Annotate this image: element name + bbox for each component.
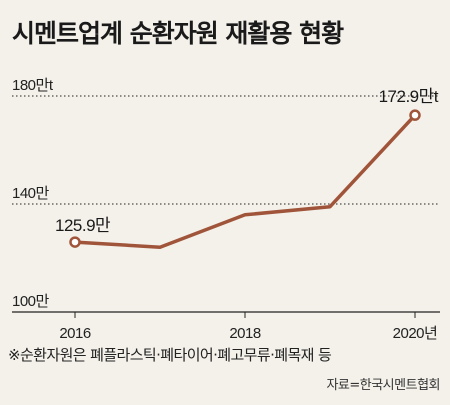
label-layer: 125.9만 172.9만t <box>55 87 439 235</box>
source-credit: 자료=한국시멘트협회 <box>326 378 440 393</box>
tick-layer: 180만t 140만 100만 2016 2018 2020년 <box>12 77 438 342</box>
series-layer <box>69 109 421 249</box>
series-line <box>73 113 417 249</box>
y-tick-label: 180만t <box>12 77 54 94</box>
x-tick-label: 2018 <box>229 325 261 342</box>
footnote: ※순환자원은 폐플라스틱·폐타이어·폐고무류·폐목재 등 <box>8 346 332 364</box>
data-point-marker <box>409 109 421 121</box>
y-tick-label: 100만 <box>12 293 50 310</box>
data-label: 172.9만t <box>379 87 439 106</box>
y-tick-label: 140만 <box>12 185 50 202</box>
grid-layer <box>12 95 440 313</box>
data-label: 125.9만 <box>55 216 111 235</box>
chart-title: 시멘트업계 순환자원 재활용 현황 <box>12 19 344 48</box>
x-tick-label: 2016 <box>59 325 91 342</box>
data-point-marker <box>69 236 81 248</box>
x-tick-label: 2020년 <box>393 325 438 342</box>
